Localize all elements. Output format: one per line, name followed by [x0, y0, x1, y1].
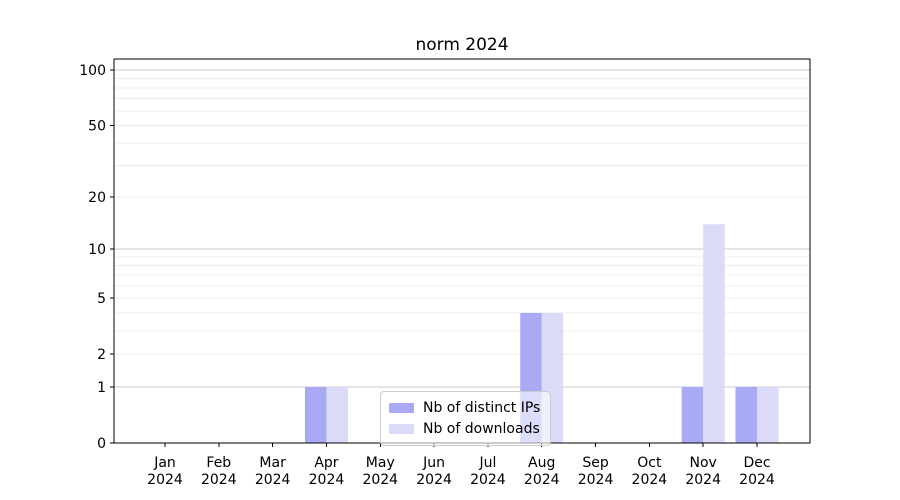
- y-tick-label: 50: [88, 118, 106, 134]
- x-tick-label-year: 2024: [524, 472, 560, 488]
- x-tick-label-year: 2024: [632, 472, 668, 488]
- x-tick-label-year: 2024: [362, 472, 398, 488]
- y-tick-label: 2: [97, 347, 106, 363]
- x-tick-label-month: Aug: [528, 455, 555, 471]
- x-tick-label-year: 2024: [578, 472, 614, 488]
- x-tick-label-year: 2024: [201, 472, 237, 488]
- y-tick-label: 100: [79, 63, 106, 79]
- legend-item-downloads: Nb of downloads: [389, 418, 540, 439]
- x-tick-label-year: 2024: [147, 472, 183, 488]
- x-tick-label-month: Feb: [206, 455, 231, 471]
- x-tick-label-year: 2024: [309, 472, 345, 488]
- x-tick-label-month: Sep: [582, 455, 609, 471]
- legend-swatch-distinct-ips: [389, 402, 414, 413]
- legend-swatch-downloads: [389, 423, 414, 434]
- x-tick-label-year: 2024: [416, 472, 452, 488]
- legend-label-distinct-ips: Nb of distinct IPs: [423, 399, 541, 416]
- x-tick-label-month: Jul: [478, 455, 496, 471]
- x-tick-label-year: 2024: [685, 472, 721, 488]
- bar-downloads-nov: [703, 224, 725, 443]
- x-tick-label-month: May: [366, 455, 395, 471]
- y-tick-label: 0: [97, 436, 106, 452]
- x-tick-label-month: Mar: [259, 455, 286, 471]
- y-tick-label: 20: [88, 190, 106, 206]
- x-tick-label-year: 2024: [255, 472, 291, 488]
- legend-item-distinct-ips: Nb of distinct IPs: [389, 397, 540, 418]
- y-tick-label: 10: [88, 242, 106, 258]
- bar-downloads-dec: [757, 386, 779, 443]
- bar-downloads-apr: [326, 386, 348, 443]
- x-tick-label-month: Jan: [153, 455, 176, 471]
- y-tick-label: 5: [97, 291, 106, 307]
- x-tick-label-year: 2024: [470, 472, 506, 488]
- bar-distinct-ips-dec: [735, 386, 758, 443]
- x-tick-label-month: Nov: [690, 455, 717, 471]
- x-tick-label-month: Oct: [637, 455, 662, 471]
- chart-title: norm 2024: [415, 35, 509, 55]
- x-tick-label-month: Apr: [314, 455, 338, 471]
- bar-distinct-ips-apr: [304, 386, 327, 443]
- legend-label-downloads: Nb of downloads: [423, 420, 540, 437]
- y-tick-label: 1: [97, 380, 106, 396]
- x-tick-label-year: 2024: [739, 472, 775, 488]
- legend: Nb of distinct IPs Nb of downloads: [380, 391, 552, 446]
- bar-distinct-ips-nov: [681, 386, 704, 443]
- x-tick-label-month: Jun: [422, 455, 445, 471]
- x-tick-label-month: Dec: [743, 455, 770, 471]
